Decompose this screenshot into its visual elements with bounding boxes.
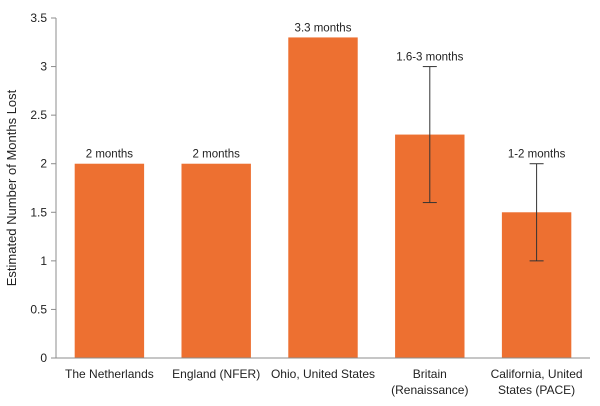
category-label-line: The Netherlands xyxy=(65,367,154,381)
y-axis: 0 0.5 1 1.5 2 2.5 3 3.5 xyxy=(30,11,57,365)
data-label: 2 months xyxy=(86,149,134,161)
category-label-line: California, United xyxy=(491,367,583,381)
data-label: 1.6-3 months xyxy=(396,52,463,64)
category-label: California, United States (PACE) xyxy=(491,367,583,397)
error-bars xyxy=(422,66,544,262)
bar xyxy=(74,163,145,358)
bar xyxy=(181,163,251,358)
category-label-line: England (NFER) xyxy=(172,367,260,381)
data-labels: 2 months 2 months 3.3 months 1.6-3 months 1-… xyxy=(86,22,566,160)
y-tick-label: 3 xyxy=(40,60,47,74)
data-label: 1-2 months xyxy=(508,149,566,161)
category-label-line: Britain xyxy=(413,367,447,381)
y-tick-label: 1.5 xyxy=(30,205,47,219)
data-label: 3.3 months xyxy=(295,22,352,34)
y-tick-label: 1 xyxy=(40,254,47,268)
x-axis: The Netherlands England (NFER) Ohio, Unite… xyxy=(56,357,590,397)
y-tick-label: 2.5 xyxy=(30,108,47,122)
bars xyxy=(74,37,572,359)
category-label-line: (Renaissance) xyxy=(391,383,468,397)
category-label-line: States (PACE) xyxy=(498,383,575,397)
data-label: 2 months xyxy=(193,149,241,161)
y-tick-label: 3.5 xyxy=(30,11,47,25)
y-tick-label: 0 xyxy=(40,351,47,365)
y-axis-title: Estimated Number of Months Lost xyxy=(4,89,19,286)
category-label: The Netherlands xyxy=(65,367,154,381)
category-label: Britain (Renaissance) xyxy=(391,367,468,397)
y-tick-label: 0.5 xyxy=(30,302,47,316)
category-label-line: Ohio, United States xyxy=(271,367,375,381)
category-label: Ohio, United States xyxy=(271,367,375,381)
bar xyxy=(288,37,358,359)
category-label: England (NFER) xyxy=(172,367,260,381)
y-tick-label: 2 xyxy=(40,157,47,171)
